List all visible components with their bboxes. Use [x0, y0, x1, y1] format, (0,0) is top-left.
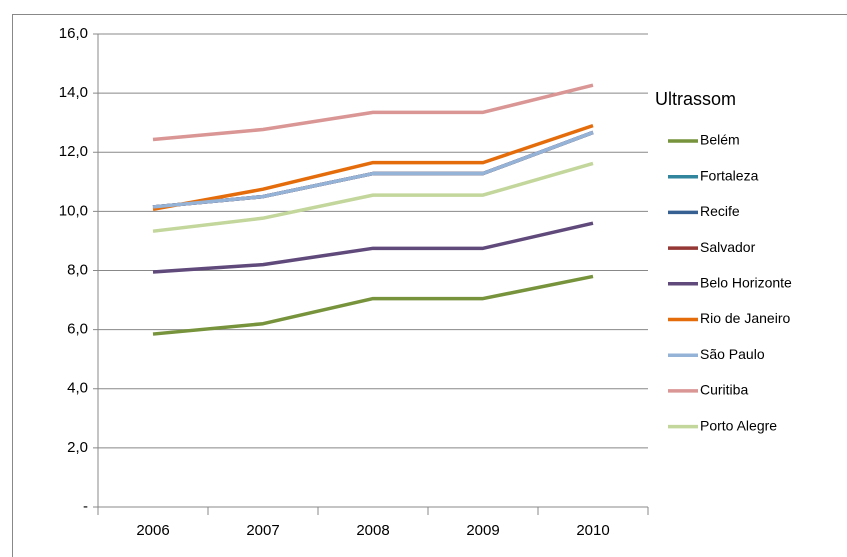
- legend-label: Fortaleza: [700, 167, 759, 183]
- series-line: [152, 83, 594, 142]
- series-line: [152, 221, 594, 274]
- x-tick-label: 2009: [466, 522, 499, 539]
- legend-label: Rio de Janeiro: [700, 310, 790, 326]
- legend-title: Ultrassom: [655, 89, 736, 109]
- chart-frame: [12, 14, 847, 557]
- legend-label: São Paulo: [700, 346, 765, 362]
- x-tick-label: 2007: [246, 522, 279, 539]
- series-line: [152, 161, 594, 233]
- series-line: [152, 274, 594, 336]
- y-tick-label: -: [83, 498, 88, 515]
- series-line: [152, 123, 594, 212]
- y-tick-label: 8,0: [67, 261, 88, 278]
- legend-label: Recife: [700, 203, 740, 219]
- legend-label: Porto Alegre: [700, 417, 777, 433]
- legend-label: Curitiba: [700, 382, 748, 398]
- x-tick-label: 2006: [136, 522, 169, 539]
- series-line: [152, 130, 594, 209]
- y-tick-label: 12,0: [59, 143, 88, 160]
- x-tick-label: 2008: [356, 522, 389, 539]
- legend-label: Belo Horizonte: [700, 275, 792, 291]
- y-tick-label: 10,0: [59, 202, 88, 219]
- y-tick-label: 2,0: [67, 439, 88, 456]
- y-tick-label: 4,0: [67, 380, 88, 397]
- legend-label: Salvador: [700, 239, 756, 255]
- x-tick-label: 2010: [576, 522, 609, 539]
- y-tick-label: 14,0: [59, 84, 88, 101]
- y-tick-label: 16,0: [59, 25, 88, 42]
- legend-label: Belém: [700, 132, 740, 148]
- y-tick-label: 6,0: [67, 321, 88, 338]
